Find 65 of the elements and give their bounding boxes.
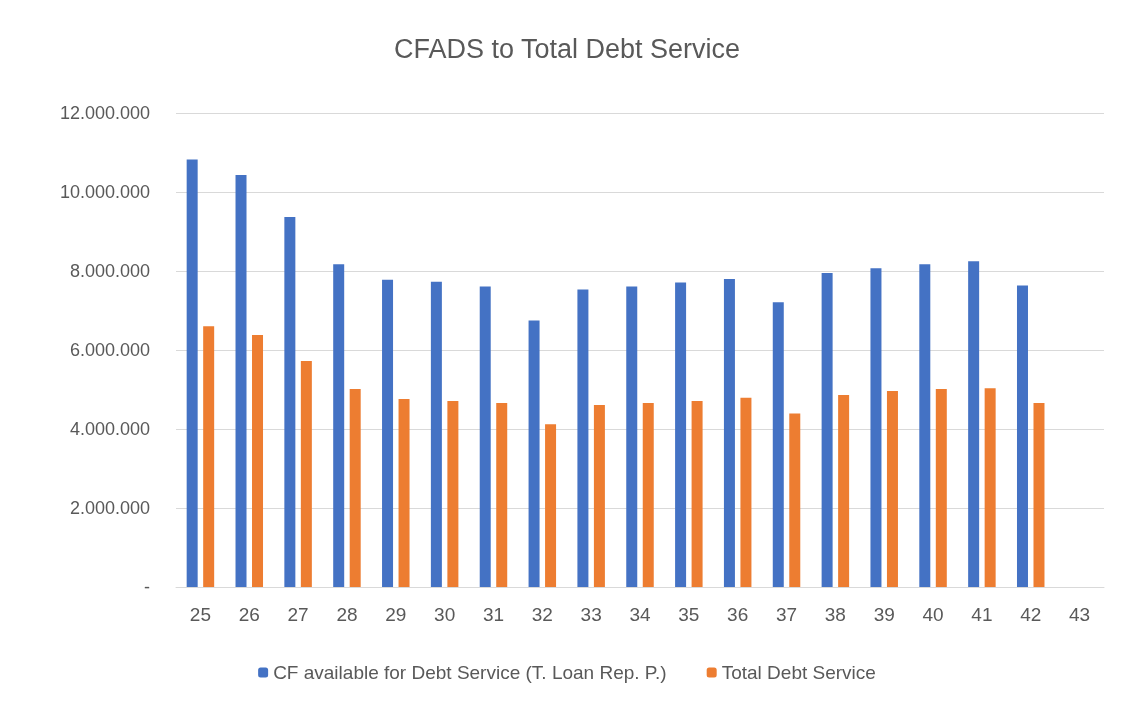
bar — [886, 391, 898, 587]
bar — [496, 402, 508, 587]
x-tick-label: 26 — [238, 604, 260, 625]
x-tick-label: 43 — [1069, 604, 1091, 625]
bar — [984, 388, 996, 587]
bar — [430, 281, 442, 587]
x-tick-label: 38 — [824, 604, 846, 625]
x-tick-label: 33 — [580, 604, 602, 625]
bar — [186, 159, 198, 587]
bar — [349, 389, 361, 587]
bar — [479, 286, 491, 587]
bar — [300, 361, 312, 587]
y-tick-label: 2.000.000 — [69, 498, 150, 518]
bar — [675, 282, 687, 587]
x-tick-label: 28 — [336, 604, 358, 625]
x-tick-label: 31 — [482, 604, 505, 625]
bar — [1033, 402, 1045, 587]
bar — [235, 175, 247, 587]
bar — [382, 279, 394, 587]
bar — [919, 264, 931, 587]
x-tick-label: 42 — [1020, 604, 1042, 625]
bar — [252, 334, 264, 587]
bar — [968, 261, 980, 587]
bar — [284, 216, 296, 587]
x-tick-label: 37 — [775, 604, 798, 625]
y-tick-label: - — [144, 577, 150, 597]
y-tick-label: 12.000.000 — [59, 103, 150, 123]
y-tick-label: 4.000.000 — [69, 419, 150, 439]
x-tick-label: 29 — [385, 604, 407, 625]
bar — [1016, 285, 1028, 587]
bar — [935, 389, 947, 587]
bar — [870, 268, 882, 587]
x-tick-label: 36 — [727, 604, 749, 625]
bar — [642, 402, 654, 587]
bar — [593, 404, 605, 587]
bar — [398, 398, 410, 587]
bar — [789, 413, 801, 587]
bar — [528, 320, 540, 587]
y-tick-label: 6.000.000 — [69, 340, 150, 360]
bar — [545, 424, 557, 587]
bar — [333, 264, 345, 587]
x-tick-label: 34 — [629, 604, 651, 625]
bar — [772, 302, 784, 587]
y-tick-label: 8.000.000 — [69, 261, 150, 281]
x-tick-label: 32 — [531, 604, 553, 625]
bar — [723, 278, 735, 587]
bar — [821, 272, 833, 587]
x-tick-label: 30 — [434, 604, 456, 625]
bar — [691, 400, 703, 587]
x-tick-label: 25 — [189, 604, 211, 625]
bar — [740, 397, 752, 587]
x-tick-label: 41 — [971, 604, 993, 625]
x-tick-label: 27 — [287, 604, 309, 625]
bar — [838, 395, 850, 587]
chart-title: CFADS to Total Debt Service — [393, 33, 741, 64]
bar — [626, 286, 638, 587]
x-tick-label: 40 — [922, 604, 944, 625]
bar — [203, 326, 215, 587]
bar — [447, 400, 459, 587]
y-tick-label: 10.000.000 — [59, 182, 150, 202]
x-tick-label: 35 — [678, 604, 700, 625]
x-tick-label: 39 — [873, 604, 895, 625]
bar — [577, 289, 589, 587]
legend-label: Total Debt Service — [721, 662, 876, 683]
legend-label: CF available for Debt Service (T. Loan Rep. P.) — [273, 662, 667, 683]
